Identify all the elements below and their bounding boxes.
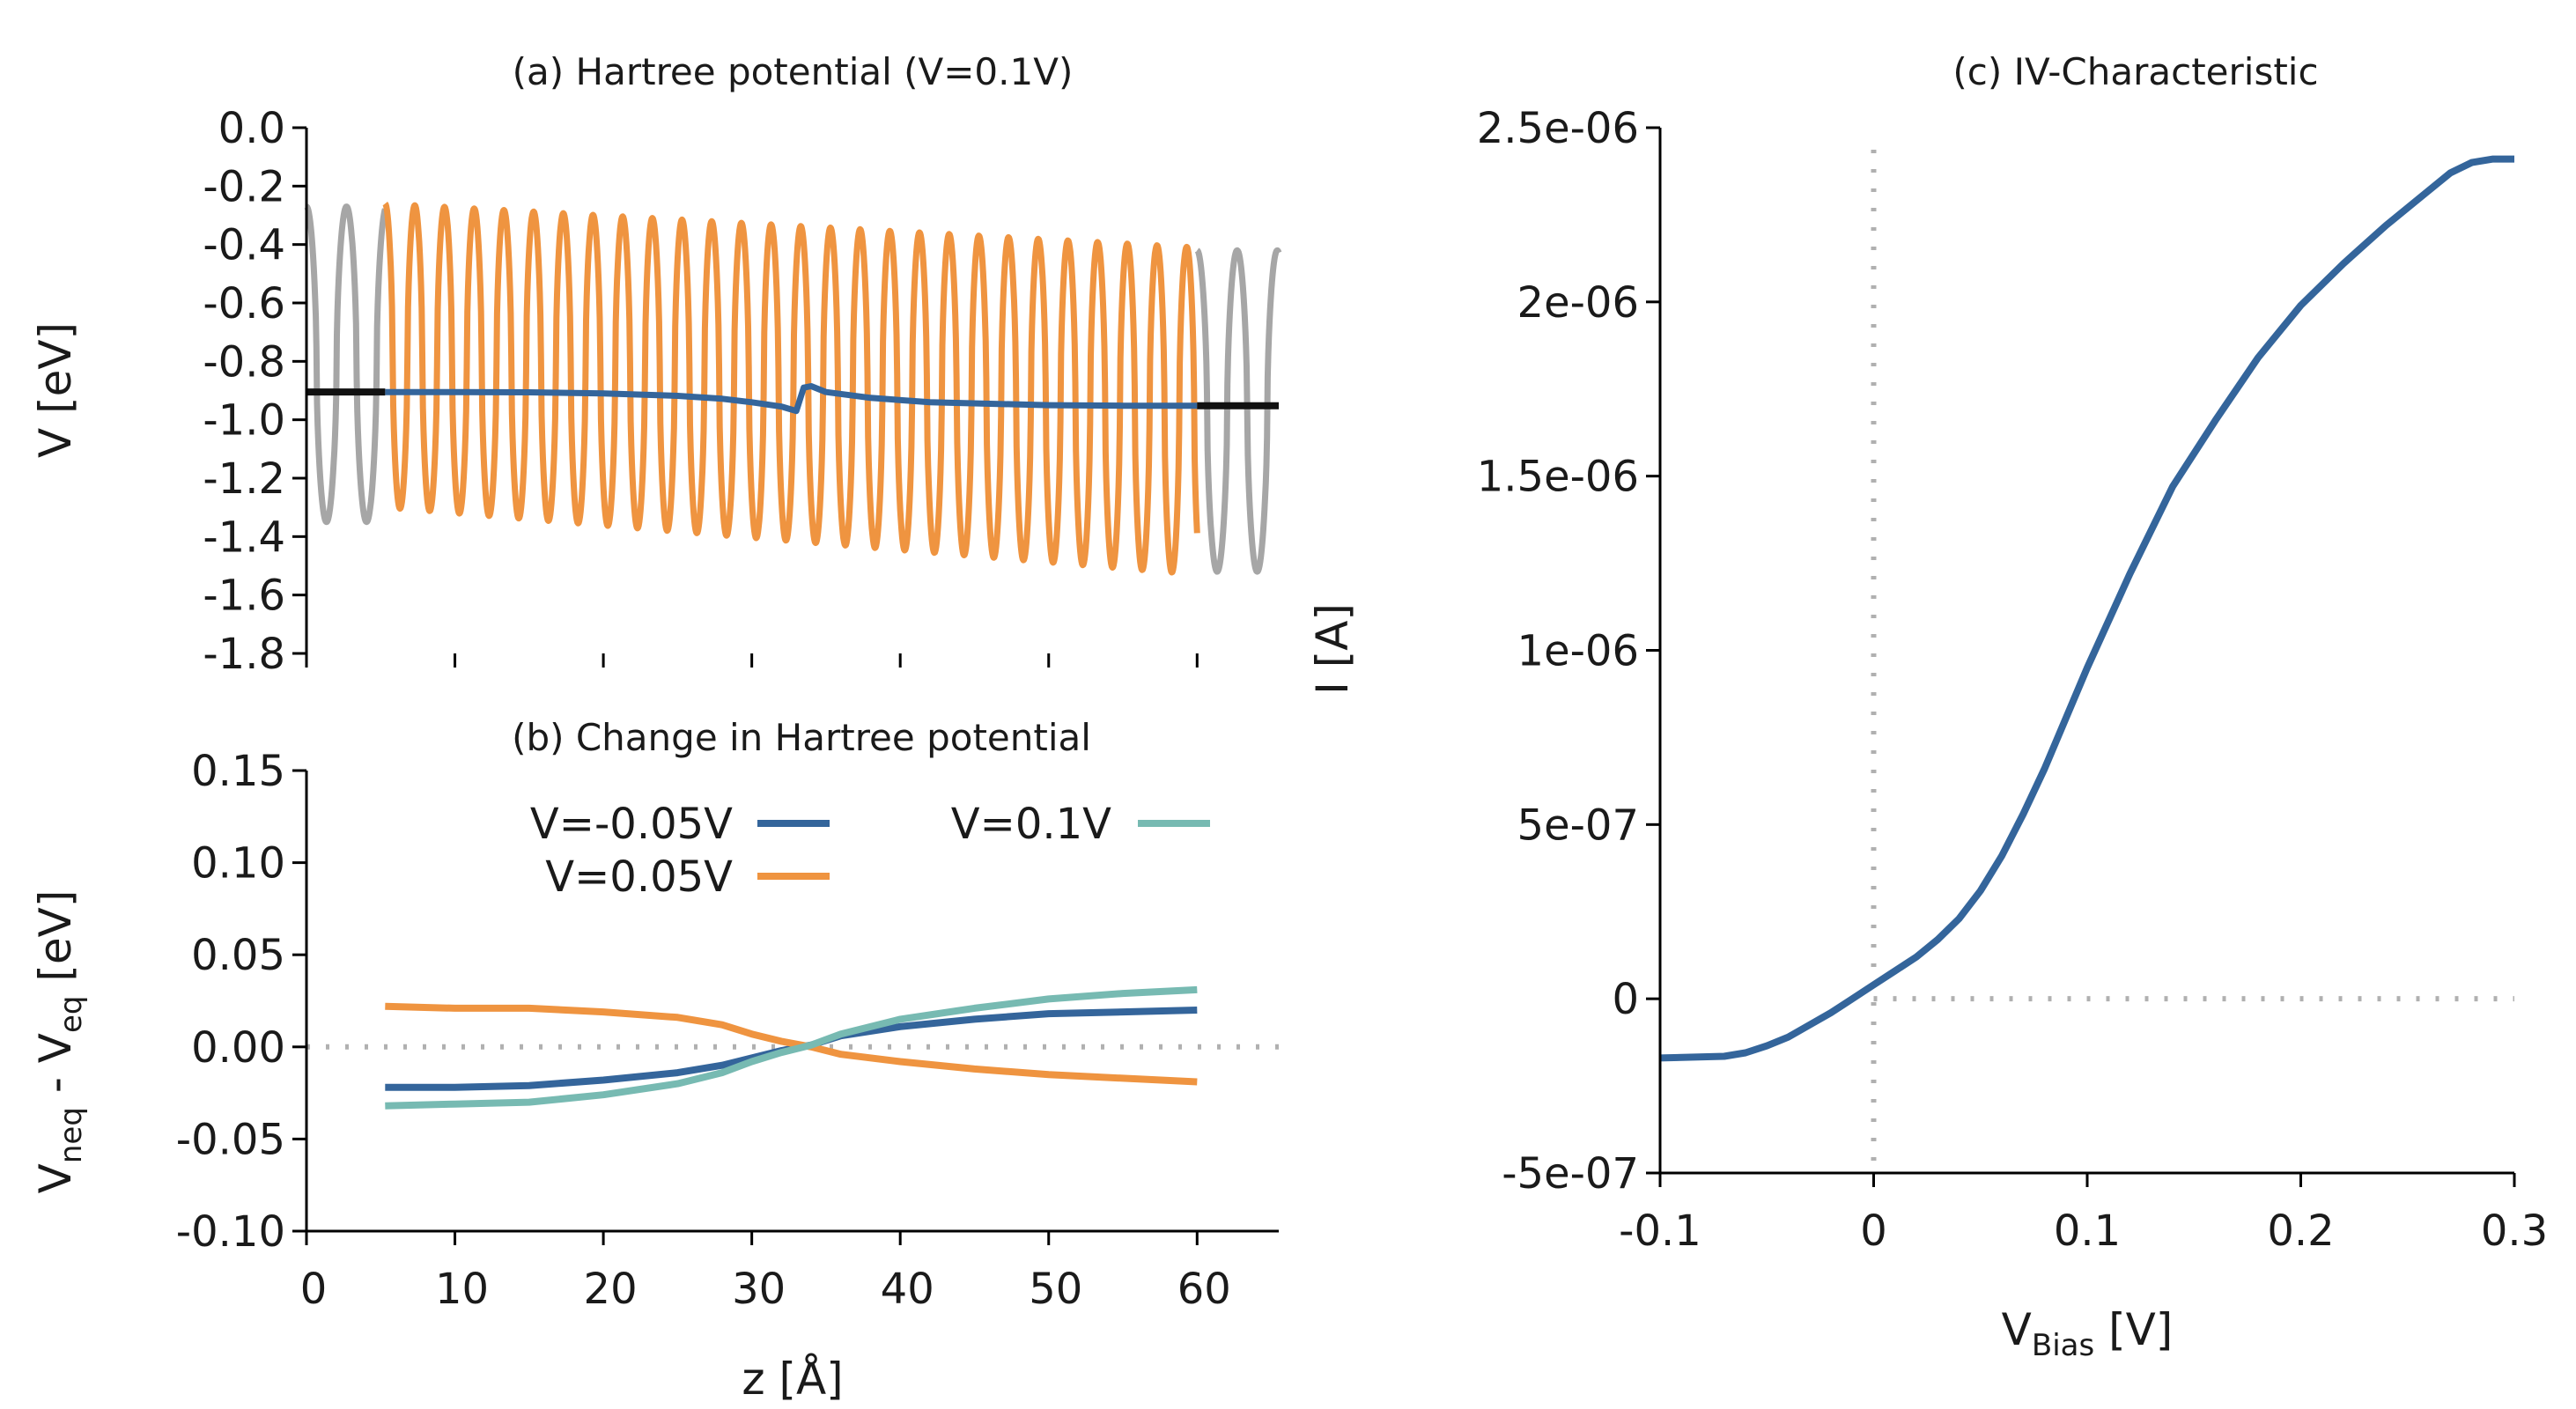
panel-c-iv-curve xyxy=(1659,155,2514,1062)
panel-c-y-tick-label: 1.5e-06 xyxy=(1477,453,1639,502)
panel-a-hartree-potential: (a) Hartree potential (V=0.1V) 0.0 -0.2 -0… xyxy=(30,50,1282,679)
panel-b-x-tick-label: 30 xyxy=(732,1265,786,1314)
panel-a-axes: 0.0 -0.2 -0.4 -0.6 -0.8 -1.0 -1.2 -1.4 -1.6 -1.8 xyxy=(203,104,1199,679)
panel-a-y-tick-label: -1.6 xyxy=(203,572,285,621)
panel-c-x-tick-label: -0.1 xyxy=(1619,1206,1701,1256)
panel-b-series-line-3 xyxy=(385,985,1198,1110)
panel-c-x-tick-label: 0.2 xyxy=(2267,1206,2334,1256)
panel-b-x-tick-label: 40 xyxy=(881,1265,934,1314)
panel-c-axes: 2.5e-06 2e-06 1.5e-06 1e-06 5e-07 0 -5e-07 -0.1… xyxy=(1477,104,2548,1256)
panel-c-y-axis-label: I [A] xyxy=(1307,603,1358,695)
panel-c-y-tick-label: 1e-06 xyxy=(1517,627,1639,676)
panel-b-title: (b) Change in Hartree potential xyxy=(512,716,1091,759)
panel-c-x-tick-label: 0.1 xyxy=(2054,1206,2121,1256)
panel-b-axes: 0.15 0.10 0.05 0.00 -0.05 -0.10 0 10 20 30 40 50 60 xyxy=(176,747,1279,1314)
panel-a-title: (a) Hartree potential (V=0.1V) xyxy=(513,50,1074,93)
panel-b-legend-label-1: V=-0.05V xyxy=(530,800,733,849)
panel-a-y-tick-label: 0.0 xyxy=(218,104,285,153)
panel-c-y-tick-label: 2.5e-06 xyxy=(1477,104,1639,153)
panel-b-plot-area xyxy=(306,985,1279,1110)
panel-a-y-tick-label: -1.8 xyxy=(203,630,285,679)
panel-c-x-tick-label: 0.3 xyxy=(2481,1206,2548,1256)
panel-b-change-in-hartree: (b) Change in Hartree potential 0.15 0.10… xyxy=(30,716,1279,1405)
panel-b-y-tick-label: 0.05 xyxy=(191,931,285,980)
panel-b-x-tick-label: 0 xyxy=(300,1265,328,1314)
panel-b-y-tick-label: 0.10 xyxy=(191,839,285,889)
panel-b-x-tick-label: 60 xyxy=(1177,1265,1231,1314)
panel-c-title: (c) IV-Characteristic xyxy=(1952,50,2318,93)
panel-a-y-tick-label: -1.2 xyxy=(203,454,285,504)
panel-b-y-tick-label: 0.00 xyxy=(191,1023,285,1073)
panel-b-x-tick-label: 10 xyxy=(435,1265,489,1314)
panel-b-y-tick-label: -0.05 xyxy=(176,1115,285,1164)
panel-a-y-tick-label: -0.4 xyxy=(203,221,285,270)
panel-a-y-tick-label: -0.2 xyxy=(203,162,285,211)
panel-b-legend-label-3: V=0.1V xyxy=(951,800,1111,849)
panel-b-series-line-2 xyxy=(385,1002,1198,1086)
panel-c-x-tick-label: 0 xyxy=(1860,1206,1887,1256)
panel-c-y-tick-label: 5e-07 xyxy=(1517,800,1639,850)
panel-b-legend-label-2: V=0.05V xyxy=(545,852,733,902)
panel-a-mean-potential-line xyxy=(385,383,1198,415)
panel-a-right-lead-potential xyxy=(1194,247,1282,575)
panel-b-y-tick-label: 0.15 xyxy=(191,747,285,796)
panel-c-y-tick-label: -5e-07 xyxy=(1502,1149,1639,1199)
panel-b-y-tick-label: -0.10 xyxy=(176,1207,285,1257)
panel-c-y-tick-label: 2e-06 xyxy=(1517,278,1639,328)
panel-a-y-tick-label: -0.8 xyxy=(203,337,285,387)
panel-c-x-axis-label: VBias [V] xyxy=(2002,1304,2174,1363)
panel-a-y-tick-label: -1.4 xyxy=(203,513,285,562)
panel-c-y-tick-label: 0 xyxy=(1612,975,1639,1024)
panel-a-scattering-potential xyxy=(382,201,1200,576)
panel-a-left-lead-potential xyxy=(304,203,388,526)
panel-b-x-axis-label: z [Å] xyxy=(742,1354,843,1405)
panel-b-x-tick-label: 50 xyxy=(1029,1265,1082,1314)
panel-c-plot-area xyxy=(1659,150,2514,1173)
panel-a-y-tick-label: -0.6 xyxy=(203,279,285,328)
panel-b-y-axis-label: Vneq - Veq [eV] xyxy=(30,890,89,1194)
panel-a-plot-area xyxy=(304,201,1282,576)
panel-a-y-axis-label: V [eV] xyxy=(30,322,81,458)
panel-b-x-tick-label: 20 xyxy=(584,1265,638,1314)
panel-a-y-tick-label: -1.0 xyxy=(203,396,285,446)
panel-c-iv-characteristic: (c) IV-Characteristic 2.5e-06 2e-06 1.5e-0… xyxy=(1307,50,2548,1363)
